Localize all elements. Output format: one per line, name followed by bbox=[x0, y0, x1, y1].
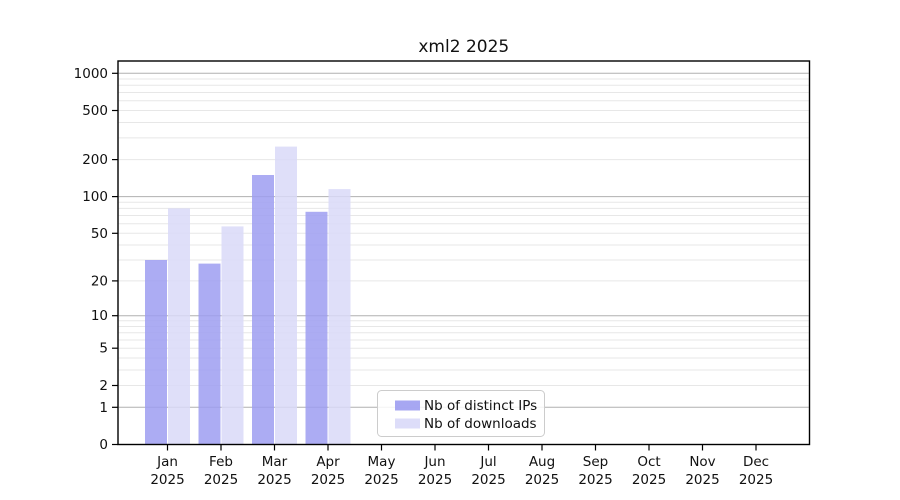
x-tick-label-month: Jan bbox=[156, 454, 178, 470]
x-tick-label-year: 2025 bbox=[632, 472, 666, 488]
bar-feb-downloads bbox=[221, 226, 244, 445]
chart-title: xml2 2025 bbox=[418, 37, 509, 57]
legend: Nb of distinct IPs Nb of downloads bbox=[377, 390, 545, 437]
legend-swatch-ips bbox=[395, 400, 420, 411]
bar-apr-downloads bbox=[328, 189, 351, 445]
x-tick-label-month: Feb bbox=[209, 454, 233, 470]
y-tick-label: 5 bbox=[99, 341, 108, 357]
x-tick-label-year: 2025 bbox=[364, 472, 398, 488]
y-axis: 0 1 2 5 10 20 50 100 200 500 1000 bbox=[74, 66, 118, 453]
bar-jan-downloads bbox=[168, 208, 190, 445]
plot-border bbox=[117, 60, 811, 446]
legend-label: Nb of distinct IPs bbox=[424, 398, 537, 414]
y-tick-label: 100 bbox=[82, 189, 108, 205]
bar-mar-ips bbox=[252, 175, 274, 445]
x-tick-label-year: 2025 bbox=[525, 472, 559, 488]
x-tick-label-year: 2025 bbox=[471, 472, 505, 488]
x-tick-label-month: Nov bbox=[689, 454, 715, 470]
y-tick-label: 1 bbox=[99, 400, 108, 416]
x-tick-label-year: 2025 bbox=[578, 472, 612, 488]
y-tick-label: 1000 bbox=[74, 66, 108, 82]
x-tick-label-year: 2025 bbox=[418, 472, 452, 488]
x-tick-label-year: 2025 bbox=[739, 472, 773, 488]
bar-jan-ips bbox=[145, 260, 167, 445]
x-tick-label-month: Jul bbox=[479, 454, 496, 470]
y-tick-label: 500 bbox=[82, 103, 108, 119]
y-tick-label: 200 bbox=[82, 152, 108, 168]
x-tick-label-year: 2025 bbox=[204, 472, 238, 488]
x-tick-label-month: Dec bbox=[743, 454, 769, 470]
x-tick-label-year: 2025 bbox=[257, 472, 291, 488]
x-tick-label-month: Jun bbox=[423, 454, 445, 470]
legend-swatch-downloads bbox=[395, 418, 420, 429]
bar-feb-ips bbox=[198, 263, 221, 445]
x-tick-label-year: 2025 bbox=[150, 472, 184, 488]
y-tick-label: 2 bbox=[99, 378, 108, 394]
x-tick-label-month: Apr bbox=[316, 454, 340, 470]
x-tick-label-month: Sep bbox=[583, 454, 608, 470]
x-tick-label-month: Aug bbox=[529, 454, 555, 470]
bar-apr-ips bbox=[305, 211, 328, 445]
y-tick-label: 50 bbox=[91, 226, 108, 242]
x-tick-label-year: 2025 bbox=[685, 472, 719, 488]
x-tick-label-month: Oct bbox=[637, 454, 660, 470]
bars bbox=[145, 146, 351, 445]
y-tick-label: 10 bbox=[91, 308, 108, 324]
x-tick-label-month: May bbox=[368, 454, 396, 470]
legend-label: Nb of downloads bbox=[424, 416, 537, 432]
y-tick-label: 0 bbox=[99, 437, 108, 453]
bar-mar-downloads bbox=[275, 146, 297, 445]
x-tick-label-month: Mar bbox=[262, 454, 288, 470]
y-tick-label: 20 bbox=[91, 273, 108, 289]
x-axis: Jan 2025 Feb 2025 Mar 2025 Apr 2025 May 2025 Jun 20… bbox=[150, 444, 773, 488]
x-tick-label-year: 2025 bbox=[311, 472, 345, 488]
